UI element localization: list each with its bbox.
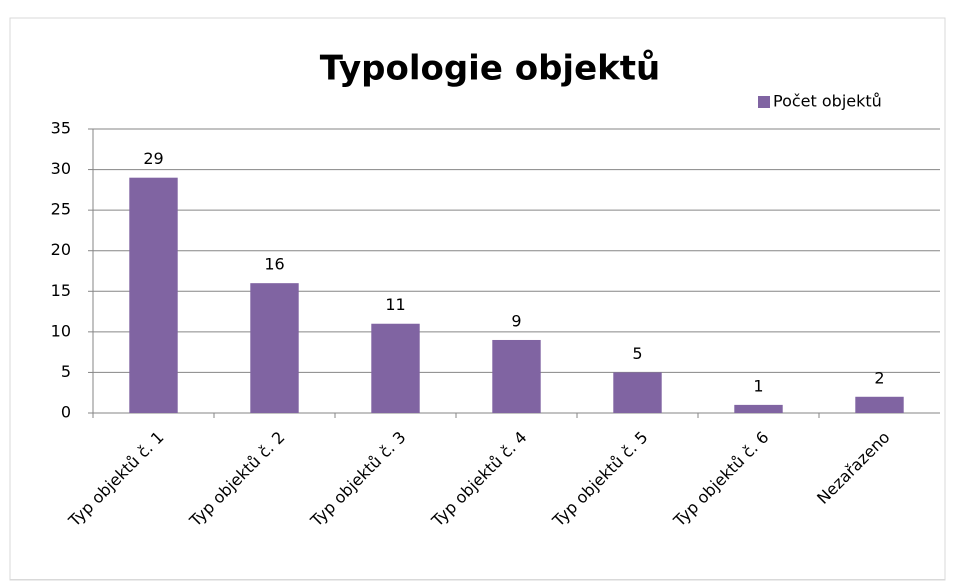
y-tick-label: 25 xyxy=(51,200,71,219)
bar xyxy=(129,177,178,413)
bar xyxy=(250,283,299,413)
y-tick-label: 30 xyxy=(51,159,71,178)
legend-label: Počet objektů xyxy=(773,92,882,111)
data-label: 5 xyxy=(632,344,642,363)
data-label: 1 xyxy=(753,376,763,395)
y-tick-label: 5 xyxy=(61,362,71,381)
bar xyxy=(734,404,783,413)
y-tick-label: 35 xyxy=(51,119,71,138)
y-tick-label: 20 xyxy=(51,240,71,259)
bar xyxy=(855,396,904,413)
chart-title: Typologie objektů xyxy=(320,49,660,89)
legend-swatch xyxy=(758,96,770,108)
data-label: 29 xyxy=(143,149,163,168)
y-tick-label: 10 xyxy=(51,321,71,340)
data-label: 9 xyxy=(511,311,521,330)
bar xyxy=(371,323,420,413)
data-label: 11 xyxy=(385,295,405,314)
y-tick-label: 0 xyxy=(61,403,71,422)
y-tick-label: 15 xyxy=(51,281,71,300)
bar xyxy=(613,372,662,413)
chart-lower-border xyxy=(10,579,945,580)
data-label: 2 xyxy=(874,368,884,387)
bar xyxy=(492,339,541,413)
data-label: 16 xyxy=(264,255,284,274)
